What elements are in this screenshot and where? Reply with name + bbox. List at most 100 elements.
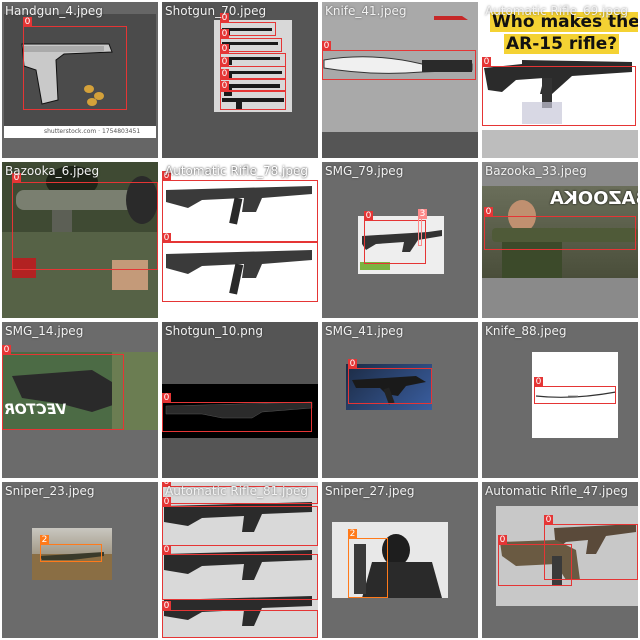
tile-sniper-27[interactable]: 2 Sniper_27.jpeg xyxy=(322,482,478,638)
class-tag: 2 xyxy=(40,535,49,545)
tile-automatic-rifle-78[interactable]: 0 0 Automatic Rifle_78.jpeg xyxy=(162,162,318,318)
tile-label: Shotgun_10.png xyxy=(165,324,264,338)
class-tag: 0 xyxy=(220,57,229,67)
tile-knife-41[interactable]: 0 Knife_41.jpeg xyxy=(322,2,478,158)
bounding-box: 0 xyxy=(322,41,476,80)
gun-icon xyxy=(32,552,112,580)
tile-label: Sniper_27.jpeg xyxy=(325,484,415,498)
bounding-box: 0 xyxy=(162,171,318,242)
gun-icon xyxy=(360,230,442,270)
class-tag: 0 xyxy=(23,17,32,27)
tile-label: SMG_14.jpeg xyxy=(5,324,84,338)
bounding-box: 0 xyxy=(498,535,572,586)
tile-image xyxy=(346,364,432,410)
tile-label: Automatic Rifle_69.jpeg xyxy=(485,4,629,18)
class-tag: 0 xyxy=(544,515,553,525)
gun-icon xyxy=(164,502,312,626)
bounding-box: 0 xyxy=(484,207,636,250)
tile-shotgun-70[interactable]: 0 0 0 0 0 0 Shotgun_70.jpeg xyxy=(162,2,318,158)
tile-bazooka-6[interactable]: 0 Bazooka_6.jpeg xyxy=(2,162,158,318)
overlay-title: Who makes the xyxy=(490,12,638,32)
tile-image: VECTOR xyxy=(2,352,158,430)
bounding-box: 0 xyxy=(12,173,158,270)
tile-image xyxy=(496,506,638,606)
bounding-box: 0 xyxy=(220,81,286,110)
class-tag: 3 xyxy=(418,209,427,219)
class-tag: 0 xyxy=(534,377,543,387)
gun-icon xyxy=(4,14,156,138)
tile-knife-88[interactable]: 0 Knife_88.jpeg xyxy=(482,322,638,478)
tile-label: Bazooka_33.jpeg xyxy=(485,164,587,178)
tile-automatic-rifle-81[interactable]: 0 0 0 0 Automatic Rifle_81.jpeg xyxy=(162,482,318,638)
class-tag: 0 xyxy=(220,29,229,39)
class-tag: 0 xyxy=(484,207,493,217)
tile-smg-79[interactable]: 0 3 SMG_79.jpeg xyxy=(322,162,478,318)
gun-icon xyxy=(2,352,158,430)
tile-label: Automatic Rifle_78.jpeg xyxy=(165,164,309,178)
tile-label: Bazooka_6.jpeg xyxy=(5,164,100,178)
class-tag: 0 xyxy=(364,211,373,221)
tile-shotgun-10[interactable]: 0 Shotgun_10.png xyxy=(162,322,318,478)
tile-image: shutterstock.com · 1754803451 xyxy=(4,14,156,138)
class-tag: 0 xyxy=(498,535,507,545)
tile-sniper-23[interactable]: 2 Sniper_23.jpeg xyxy=(2,482,158,638)
tile-image xyxy=(162,162,318,318)
person-icon xyxy=(354,534,442,598)
tile-image xyxy=(358,216,444,274)
tile-image xyxy=(162,384,318,438)
bounding-box: 0 xyxy=(2,345,124,430)
tile-label: SMG_41.jpeg xyxy=(325,324,404,338)
tile-bazooka-33[interactable]: BAZOOKA 0 Bazooka_33.jpeg xyxy=(482,162,638,318)
class-tag: 0 xyxy=(220,69,229,79)
tile-label: Shotgun_70.jpeg xyxy=(165,4,267,18)
class-tag: 0 xyxy=(12,173,21,183)
bounding-box: 3 xyxy=(418,209,427,246)
class-tag: 0 xyxy=(162,497,171,507)
class-tag: 0 xyxy=(162,601,171,611)
gun-icon xyxy=(500,524,636,586)
bounding-box: 0 xyxy=(482,57,636,126)
overlay-title: AR-15 rifle? xyxy=(504,34,620,54)
class-tag: 0 xyxy=(322,41,331,51)
class-tag: 0 xyxy=(162,171,171,181)
tile-image: BAZOOKA xyxy=(482,186,638,278)
watermark-caption: shutterstock.com · 1754803451 xyxy=(44,128,141,135)
person-icon xyxy=(2,162,158,318)
tile-smg-41[interactable]: 0 SMG_41.jpeg xyxy=(322,322,478,478)
gun-icon xyxy=(166,186,312,295)
tile-automatic-rifle-47[interactable]: 0 0 Automatic Rifle_47.jpeg xyxy=(482,482,638,638)
class-tag: 0 xyxy=(162,233,171,243)
bounding-box: 0 xyxy=(23,17,127,110)
bounding-box: 0 xyxy=(162,393,312,432)
class-tag: 0 xyxy=(162,482,171,487)
tile-label: Handgun_4.jpeg xyxy=(5,4,103,18)
gun-icon xyxy=(484,60,632,124)
class-tag: 0 xyxy=(220,13,229,23)
tile-label: Automatic Rifle_47.jpeg xyxy=(485,484,629,498)
tile-image xyxy=(322,2,478,132)
bounding-box: 0 xyxy=(162,601,318,638)
bounding-box: 0 xyxy=(162,545,318,600)
tile-handgun-4[interactable]: shutterstock.com · 1754803451 0 Handgun_… xyxy=(2,2,158,158)
bounding-box: 0 xyxy=(534,377,616,404)
tile-label: Knife_88.jpeg xyxy=(485,324,567,338)
class-tag: 0 xyxy=(220,44,229,54)
class-tag: 0 xyxy=(482,57,491,67)
tile-label: Sniper_23.jpeg xyxy=(5,484,95,498)
gun-icon xyxy=(352,376,426,405)
class-tag: 0 xyxy=(162,393,171,403)
tile-image xyxy=(532,352,618,438)
class-tag: 0 xyxy=(162,545,171,555)
bounding-box: 0 xyxy=(162,497,318,546)
tile-smg-14[interactable]: VECTOR 0 SMG_14.jpeg xyxy=(2,322,158,478)
bounding-box: 0 xyxy=(348,359,432,404)
tile-label: Automatic Rifle_81.jpeg xyxy=(165,484,309,498)
bounding-box: 0 xyxy=(162,482,318,504)
tile-image xyxy=(2,162,158,318)
class-tag: 2 xyxy=(348,529,357,539)
knife-icon xyxy=(323,16,473,74)
gun-icon xyxy=(165,401,313,419)
bounding-box: 0 xyxy=(220,44,286,67)
tile-automatic-rifle-69[interactable]: Who makes the AR-15 rifle? 0 Automatic R… xyxy=(482,2,638,158)
